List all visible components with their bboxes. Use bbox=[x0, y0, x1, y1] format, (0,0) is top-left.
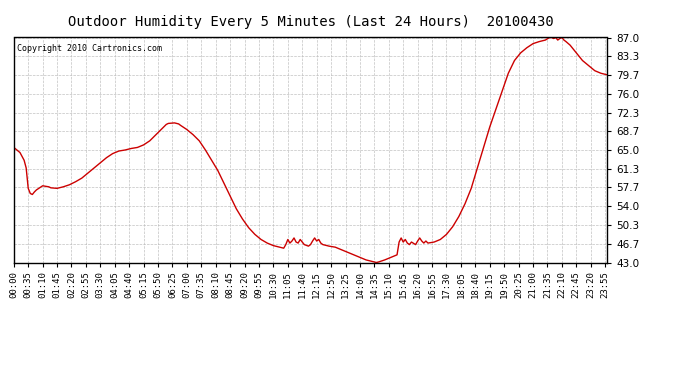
Text: Outdoor Humidity Every 5 Minutes (Last 24 Hours)  20100430: Outdoor Humidity Every 5 Minutes (Last 2… bbox=[68, 15, 553, 29]
Text: Copyright 2010 Cartronics.com: Copyright 2010 Cartronics.com bbox=[17, 44, 161, 53]
